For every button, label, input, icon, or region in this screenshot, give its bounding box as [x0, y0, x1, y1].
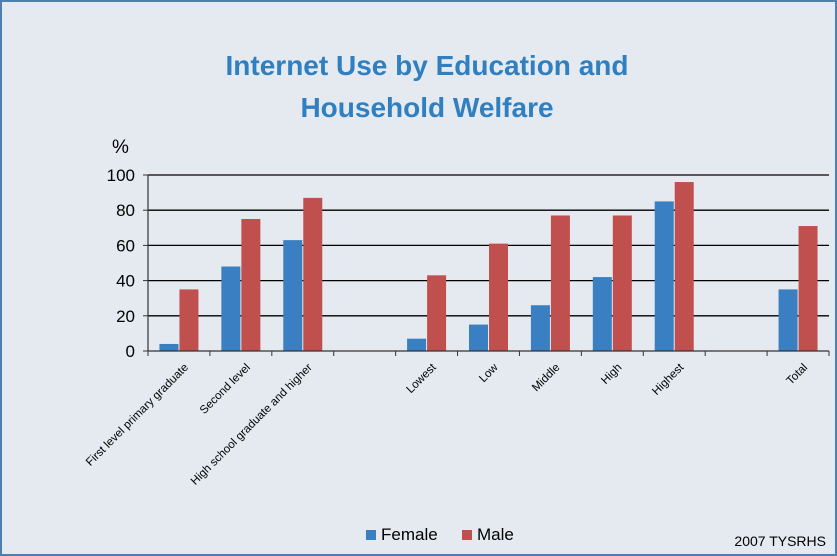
- bar-male: [427, 275, 446, 351]
- bar-female: [283, 240, 302, 351]
- legend-label-female: Female: [381, 525, 438, 544]
- bar-male: [303, 198, 322, 351]
- bar-female: [593, 277, 612, 351]
- chart-title-line-2: Household Welfare: [300, 92, 553, 123]
- bar-female: [221, 267, 240, 351]
- bar-male: [551, 215, 570, 351]
- bar-female: [531, 305, 550, 351]
- bar-female: [655, 201, 674, 351]
- bar-male: [613, 215, 632, 351]
- y-tick-label: 20: [116, 307, 135, 326]
- bar-female: [159, 344, 178, 351]
- bar-male: [179, 289, 198, 351]
- bar-female: [407, 339, 426, 351]
- bar-female: [779, 289, 798, 351]
- legend-swatch-female: [366, 530, 376, 540]
- y-axis-label: %: [112, 137, 129, 158]
- bar-male: [489, 244, 508, 351]
- chart-title-line-1: Internet Use by Education and: [226, 50, 629, 81]
- bar-male: [241, 219, 260, 351]
- bar-male: [675, 182, 694, 351]
- source-note: 2007 TYSRHS: [734, 533, 826, 549]
- y-tick-label: 80: [116, 201, 135, 220]
- bar-female: [469, 325, 488, 351]
- y-tick-label: 40: [116, 272, 135, 291]
- legend-label-male: Male: [477, 525, 514, 544]
- legend-swatch-male: [462, 530, 472, 540]
- y-tick-label: 100: [107, 166, 135, 185]
- y-tick-label: 0: [126, 342, 135, 361]
- bar-male: [799, 226, 818, 351]
- y-tick-label: 60: [116, 236, 135, 255]
